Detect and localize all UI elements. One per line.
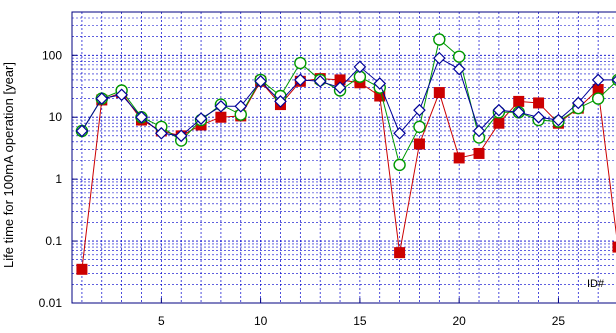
diamond-marker — [293, 73, 307, 87]
series-line — [81, 57, 616, 137]
diamond-marker — [95, 92, 109, 105]
circle-marker — [591, 92, 605, 105]
y-tick-label: 0.01 — [39, 296, 63, 310]
square-marker — [215, 111, 227, 123]
square-marker — [473, 147, 485, 159]
x-tick-label: 20 — [452, 314, 466, 328]
diamond-marker — [452, 62, 466, 76]
diamond-marker — [135, 110, 148, 124]
grid-lines — [72, 11, 616, 304]
diamond-marker — [313, 74, 327, 88]
square-marker — [533, 97, 545, 109]
x-tick-label: 25 — [552, 314, 566, 328]
series-group — [75, 33, 616, 275]
x-tick-label: 5 — [158, 314, 165, 328]
circle-marker — [452, 50, 466, 63]
y-tick-label: 100 — [42, 48, 62, 62]
x-tick-label: 10 — [254, 314, 268, 328]
diamond-marker — [75, 124, 89, 138]
diamond-marker — [373, 77, 387, 90]
square-marker — [413, 138, 425, 150]
diamond-marker — [432, 51, 446, 65]
diamond-marker — [393, 126, 406, 140]
diamond-marker — [154, 126, 168, 140]
series-diamond — [75, 51, 616, 143]
series-line — [81, 38, 616, 167]
square-marker — [76, 263, 88, 275]
diamond-marker — [254, 74, 267, 88]
axis-ticks — [72, 54, 559, 304]
diamond-marker — [333, 81, 347, 95]
diamond-marker — [611, 75, 616, 85]
plot-frame — [71, 11, 616, 304]
square-marker — [513, 95, 525, 107]
diamond-marker — [492, 103, 506, 117]
y-axis-label: Life time for 100mA operation [year] — [1, 62, 16, 268]
diamond-marker — [234, 99, 248, 113]
diamond-marker — [591, 73, 605, 87]
diamond-marker — [532, 110, 545, 124]
circle-marker — [393, 158, 406, 172]
diamond-marker — [174, 129, 188, 143]
diamond-marker — [472, 124, 486, 138]
id-annotation: ID# — [587, 278, 605, 290]
square-marker — [612, 241, 616, 253]
diamond-marker — [512, 105, 526, 119]
y-tick-label: 1 — [55, 172, 62, 186]
diamond-marker — [413, 103, 426, 117]
y-tick-label: 0.1 — [45, 234, 62, 248]
circle-marker — [294, 56, 307, 70]
square-marker — [493, 117, 505, 129]
circle-marker — [433, 33, 446, 46]
y-tick-label: 10 — [49, 110, 63, 124]
diamond-marker — [115, 88, 128, 102]
diamond-marker — [194, 112, 208, 125]
diamond-marker — [214, 99, 228, 113]
square-marker — [433, 87, 445, 99]
tick-labels: 5 10 15 20 25 0.01 0.1 1 10 100 — [39, 48, 566, 328]
x-tick-label: 15 — [353, 314, 367, 328]
square-marker — [394, 247, 406, 259]
square-marker — [453, 152, 465, 164]
diamond-marker — [571, 96, 585, 110]
diamond-marker — [552, 113, 565, 127]
diamond-marker — [274, 95, 287, 108]
diamond-marker — [353, 60, 367, 74]
circle-marker — [413, 120, 426, 134]
